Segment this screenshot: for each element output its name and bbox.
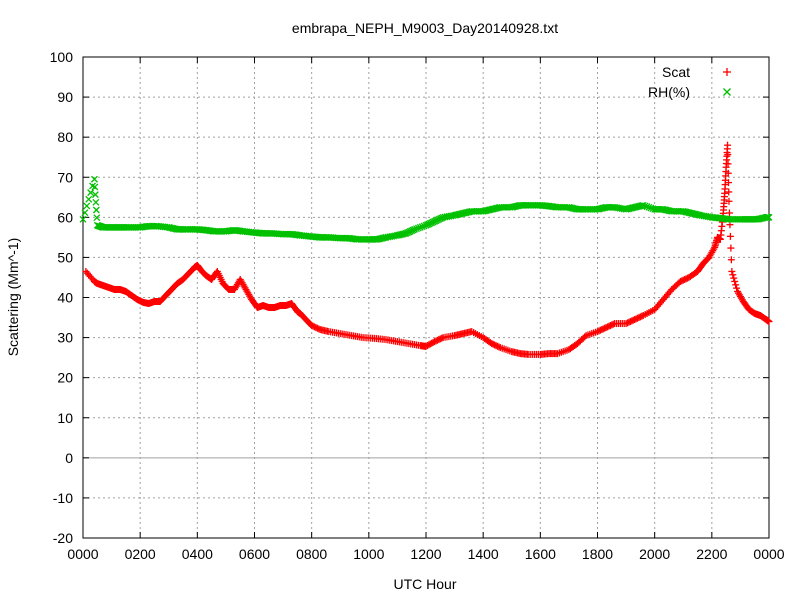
data-point (81, 209, 89, 217)
x-tick-label: 1400 (468, 546, 499, 562)
x-tick-label: 0000 (753, 546, 784, 562)
x-tick-label: 0400 (182, 546, 213, 562)
data-point (639, 201, 647, 209)
x-tick-label: 0200 (125, 546, 156, 562)
data-point (641, 202, 649, 210)
data-point (724, 141, 732, 149)
legend: Scat RH(%) (648, 64, 731, 100)
data-point (638, 312, 646, 320)
y-tick-label: 50 (57, 249, 73, 265)
series-rh (79, 175, 773, 243)
y-tick-label: 90 (57, 89, 73, 105)
y-tick-label: 20 (57, 370, 73, 386)
data-point (727, 244, 735, 252)
series-scat (82, 141, 773, 358)
data-point (725, 179, 733, 187)
data-point (438, 334, 446, 342)
y-tick-labels: -20 -10 0 10 20 30 40 50 60 70 80 90 100 (50, 49, 74, 546)
data-point (731, 277, 739, 285)
data-point (725, 188, 733, 196)
data-point (645, 203, 653, 211)
data-point (765, 213, 773, 221)
y-tick-label: 30 (57, 330, 73, 346)
x-tick-labels: 0000 0200 0400 0600 0800 1000 1200 1400 1600 1800… (67, 546, 784, 562)
y-axis-label: Scattering (Mm^-1) (5, 238, 21, 357)
data-point (733, 284, 741, 292)
data-point (609, 320, 617, 328)
x-tick-label: 0000 (67, 546, 98, 562)
y-tick-label: 40 (57, 290, 73, 306)
x-tick-label: 1800 (582, 546, 613, 562)
data-point (87, 189, 95, 197)
legend-marker (723, 88, 731, 96)
data-point (647, 204, 655, 212)
data-point (85, 195, 93, 203)
data-point (724, 169, 732, 177)
data-point (93, 214, 101, 222)
x-tick-label: 1600 (525, 546, 556, 562)
data-point (726, 232, 734, 240)
data-point (765, 318, 773, 326)
y-tick-label: -20 (53, 530, 73, 546)
data-point (414, 224, 422, 232)
data-point (92, 198, 100, 206)
y-tick-label: 0 (65, 450, 73, 466)
y-tick-label: 60 (57, 209, 73, 225)
y-tick-label: -10 (53, 490, 73, 506)
legend-label: RH(%) (648, 84, 690, 100)
data-point (725, 197, 733, 205)
data-point (416, 223, 424, 231)
data-point (730, 274, 738, 282)
data-point (413, 225, 420, 233)
data-point (92, 206, 100, 214)
y-tick-label: 10 (57, 410, 73, 426)
x-tick-label: 1200 (410, 546, 441, 562)
data-point (411, 225, 419, 233)
legend-label: Scat (662, 64, 690, 80)
data-point (495, 343, 503, 351)
data-point (79, 215, 87, 223)
data-point (728, 267, 736, 275)
x-axis-label: UTC Hour (393, 576, 456, 592)
y-tick-label: 80 (57, 129, 73, 145)
data-point (724, 160, 732, 168)
x-tick-label: 0600 (239, 546, 270, 562)
data-point (91, 183, 99, 191)
data-point (729, 271, 737, 279)
data-point (90, 175, 98, 183)
data-point (643, 203, 651, 211)
data-point (725, 209, 733, 217)
data-point (418, 223, 426, 231)
chart-title: embrapa_NEPH_M9003_Day20140928.txt (292, 20, 558, 36)
legend-marker (723, 68, 731, 76)
x-tick-label: 1000 (353, 546, 384, 562)
y-tick-label: 70 (57, 169, 73, 185)
x-tick-label: 0800 (296, 546, 327, 562)
axis-ticks (82, 56, 770, 539)
data-point (83, 202, 91, 210)
y-tick-label: 100 (50, 49, 74, 65)
data-point (724, 151, 732, 159)
data-point (710, 245, 718, 253)
x-tick-label: 2000 (639, 546, 670, 562)
data-point (732, 281, 740, 289)
data-point (91, 191, 99, 199)
series-layer (79, 141, 773, 358)
data-point (727, 256, 735, 264)
x-tick-label: 2200 (696, 546, 727, 562)
